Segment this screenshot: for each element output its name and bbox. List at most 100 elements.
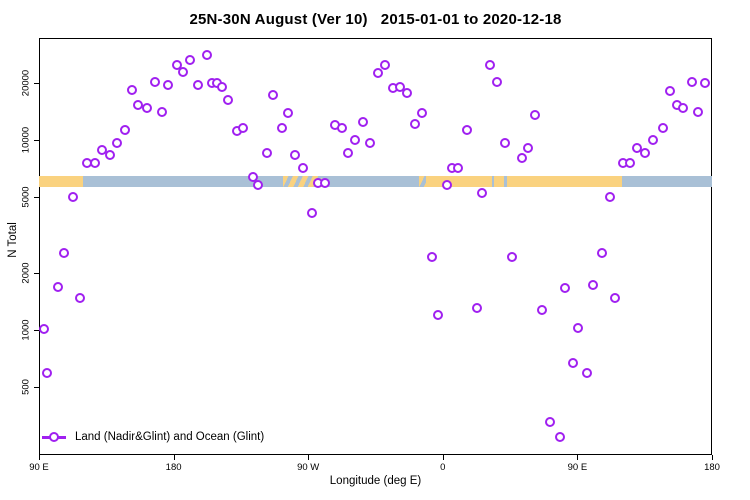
data-point (379, 60, 390, 70)
data-point (268, 89, 279, 100)
surface-band-segment-land (494, 176, 505, 187)
data-point (185, 54, 196, 65)
data-point (609, 293, 620, 304)
data-point (631, 143, 642, 154)
y-tick-label: 10000 (20, 126, 32, 154)
data-point (119, 124, 130, 135)
surface-band-segment-mixed (282, 176, 322, 187)
data-point (693, 106, 704, 117)
data-point (358, 116, 369, 127)
surface-band-segment-ocean (492, 176, 495, 187)
open-circle-icon (49, 432, 59, 442)
data-point (283, 108, 294, 119)
data-point (171, 60, 182, 70)
data-point (530, 109, 541, 120)
data-point (471, 303, 482, 314)
y-tick (34, 197, 39, 199)
data-point (59, 248, 70, 259)
surface-band-segment-land (425, 176, 493, 187)
data-point (500, 138, 510, 149)
data-point (453, 163, 464, 174)
data-point (596, 248, 607, 259)
data-point (38, 324, 49, 335)
data-point (461, 124, 472, 135)
data-point (350, 134, 360, 145)
data-point (516, 153, 527, 164)
data-point (156, 106, 167, 117)
data-point (163, 79, 174, 90)
data-point (141, 103, 152, 114)
data-point (441, 180, 452, 191)
data-point (485, 60, 496, 70)
data-point (126, 85, 137, 96)
y-tick (34, 330, 39, 332)
legend: Land (Nadir&Glint) and Ocean (Glint) (42, 429, 264, 445)
data-point (545, 416, 556, 427)
x-tick (442, 455, 444, 460)
surface-band-segment-mixed (418, 176, 426, 187)
data-point (554, 431, 565, 442)
data-point (238, 123, 249, 134)
y-tick (34, 272, 39, 274)
data-point (290, 149, 301, 160)
data-point (416, 108, 427, 119)
legend-label: Land (Nadir&Glint) and Ocean (Glint) (75, 431, 265, 443)
data-point (686, 76, 697, 87)
data-point (700, 78, 711, 89)
data-point (573, 323, 584, 334)
data-point (111, 138, 122, 149)
data-point (41, 368, 52, 379)
data-point (523, 143, 534, 154)
data-point (395, 81, 406, 92)
data-point (648, 134, 659, 145)
data-point (409, 118, 420, 129)
data-point (664, 86, 675, 97)
x-tick-label: 90 E (567, 462, 588, 473)
data-point (491, 76, 502, 87)
data-point (568, 358, 579, 369)
x-tick (577, 455, 579, 460)
data-point (193, 79, 204, 90)
surface-band-segment-land (507, 176, 623, 187)
data-point (150, 76, 161, 87)
x-tick-label: 90 W (297, 462, 320, 473)
legend-line-marker (42, 432, 66, 442)
data-point (201, 49, 212, 60)
data-point (639, 148, 650, 159)
x-axis-title: Longitude (deg E) (329, 475, 422, 487)
y-tick-label: 20000 (20, 69, 32, 96)
data-point (536, 305, 547, 316)
y-axis-title: N Total (7, 222, 19, 258)
data-point (605, 191, 615, 202)
data-point (306, 208, 317, 219)
x-tick-label: 180 (704, 462, 720, 473)
data-point (678, 103, 689, 114)
x-tick-label: 0 (440, 462, 446, 473)
plot-area (39, 38, 712, 455)
data-point (625, 158, 636, 169)
data-point (319, 178, 330, 189)
data-point (298, 163, 309, 174)
data-point (89, 158, 100, 169)
data-point (401, 88, 412, 99)
y-tick-label: 5000 (20, 186, 32, 208)
y-tick-label: 500 (20, 379, 32, 396)
data-point (178, 66, 189, 77)
data-point (105, 149, 116, 160)
surface-band-segment-land (39, 176, 84, 187)
y-tick-label: 1000 (20, 319, 32, 341)
data-point (253, 180, 264, 191)
data-point (658, 123, 669, 134)
x-tick (39, 455, 40, 460)
data-point (433, 309, 444, 320)
y-tick-label: 2000 (20, 262, 32, 284)
surface-band-segment-ocean (83, 176, 283, 187)
surface-band-segment-ocean (622, 176, 712, 187)
y-tick (34, 387, 39, 389)
data-point (96, 144, 107, 155)
x-tick-label: 90 E (29, 462, 49, 473)
y-tick (34, 82, 39, 84)
x-tick (308, 455, 310, 460)
data-point (223, 94, 234, 105)
